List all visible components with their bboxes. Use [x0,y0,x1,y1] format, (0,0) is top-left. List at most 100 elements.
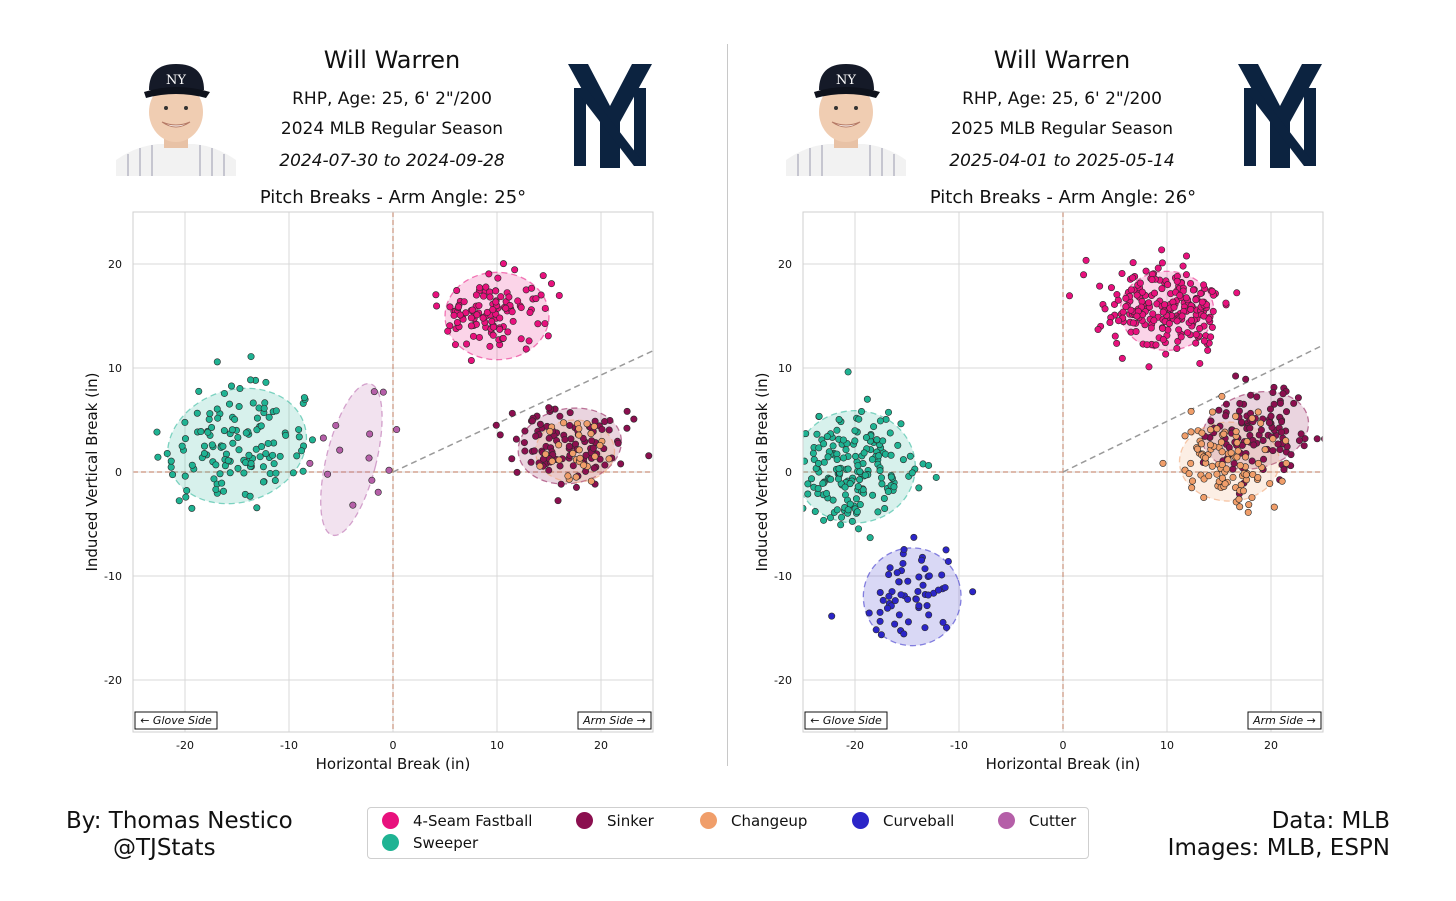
point-curveball [921,565,929,573]
point-curveball [897,591,905,599]
point-4-seam-fastball [1222,299,1230,307]
point-sinker [561,436,569,444]
point-4-seam-fastball [467,314,475,322]
point-sweeper [908,469,916,477]
point-sweeper [153,428,161,436]
point-curveball [900,630,908,638]
point-4-seam-fastball [544,332,552,340]
point-sweeper [200,449,208,457]
season-label: 2025 MLB Regular Season [950,119,1174,139]
x-tick-label: 10 [490,739,504,752]
point-sweeper [823,489,831,497]
arm-side-text: Arm Side → [1252,714,1316,727]
point-changeup [1187,459,1195,467]
y-tick-label: 20 [778,258,792,271]
point-4-seam-fastball [492,298,500,306]
point-changeup [1207,426,1215,434]
point-sweeper [820,516,828,524]
data-source: Data: MLB [1271,808,1390,834]
point-sweeper [899,456,907,464]
point-4-seam-fastball [1165,319,1173,327]
point-4-seam-fastball [472,291,480,299]
point-4-seam-fastball [511,266,519,274]
point-4-seam-fastball [1129,259,1137,267]
point-sinker [1295,437,1303,445]
point-curveball [923,602,931,610]
point-sweeper [858,407,866,415]
point-4-seam-fastball [509,317,517,325]
point-sweeper [814,459,822,467]
point-4-seam-fastball [1200,312,1208,320]
point-sweeper [181,435,189,443]
point-changeup [587,477,595,485]
point-4-seam-fastball [517,304,525,312]
point-changeup [587,430,595,438]
point-sweeper [804,490,812,498]
point-sweeper [851,427,859,435]
point-sweeper [804,480,812,488]
point-4-seam-fastball [446,303,454,311]
point-changeup [1242,471,1250,479]
pitch-break-chart-2025: -20 -10 0 10 20 -20 -10 0 10 20 Horizontal Break (… [753,211,1324,773]
point-changeup [546,427,554,435]
legend-swatch [998,812,1015,829]
glove-side-label: ← Glove Side [134,711,218,730]
point-sweeper [265,413,273,421]
point-4-seam-fastball [1192,339,1200,347]
point-sinker [1279,390,1287,398]
point-sinker [1248,457,1256,465]
point-4-seam-fastball [433,302,441,310]
point-sweeper [253,426,261,434]
point-sweeper [188,504,196,512]
point-changeup [583,420,591,428]
point-4-seam-fastball [1122,294,1130,302]
point-sweeper [852,452,860,460]
point-changeup [560,419,568,427]
legend-label: Sweeper [413,834,479,852]
point-sweeper [842,446,850,454]
point-sweeper [295,426,303,434]
point-changeup [1224,456,1232,464]
glove-side-text: ← Glove Side [140,714,212,727]
point-cutter [319,434,327,442]
point-changeup [580,461,588,469]
point-sinker [598,425,606,433]
point-4-seam-fastball [505,293,513,301]
point-4-seam-fastball [1158,246,1166,254]
point-sinker [1294,394,1302,402]
point-sweeper [242,429,250,437]
point-sinker [1250,441,1258,449]
point-changeup [1233,439,1241,447]
legend-label: Cutter [1029,812,1077,830]
point-4-seam-fastball [1200,337,1208,345]
author-handle: @TJStats [113,835,216,861]
point-sweeper [854,462,862,470]
point-sinker [1242,375,1250,383]
point-curveball [944,557,952,565]
point-4-seam-fastball [488,317,496,325]
point-sweeper [259,478,267,486]
point-sweeper [873,436,881,444]
point-sweeper [272,407,280,415]
point-sweeper [224,457,232,465]
point-changeup [1236,503,1244,511]
point-4-seam-fastball [555,292,563,300]
legend-item-cutter: Cutter [998,812,1076,830]
point-changeup [1241,453,1249,461]
point-4-seam-fastball [485,270,493,278]
point-sweeper [293,452,301,460]
point-sinker [1230,459,1238,467]
point-sweeper [780,491,786,497]
point-changeup [1257,419,1265,427]
point-sweeper [811,508,819,516]
point-sweeper [269,451,277,459]
point-sinker [1297,430,1305,438]
point-sinker [1222,412,1230,420]
point-4-seam-fastball [1133,291,1141,299]
point-changeup [1234,447,1242,455]
point-sweeper [256,453,264,461]
panel-2025: NY Will Warren RHP, Age: 25, 6' 2"/200 2… [670,0,1398,780]
point-sweeper [266,470,274,478]
point-sweeper [844,465,852,473]
y-tick-label: -10 [774,570,792,583]
